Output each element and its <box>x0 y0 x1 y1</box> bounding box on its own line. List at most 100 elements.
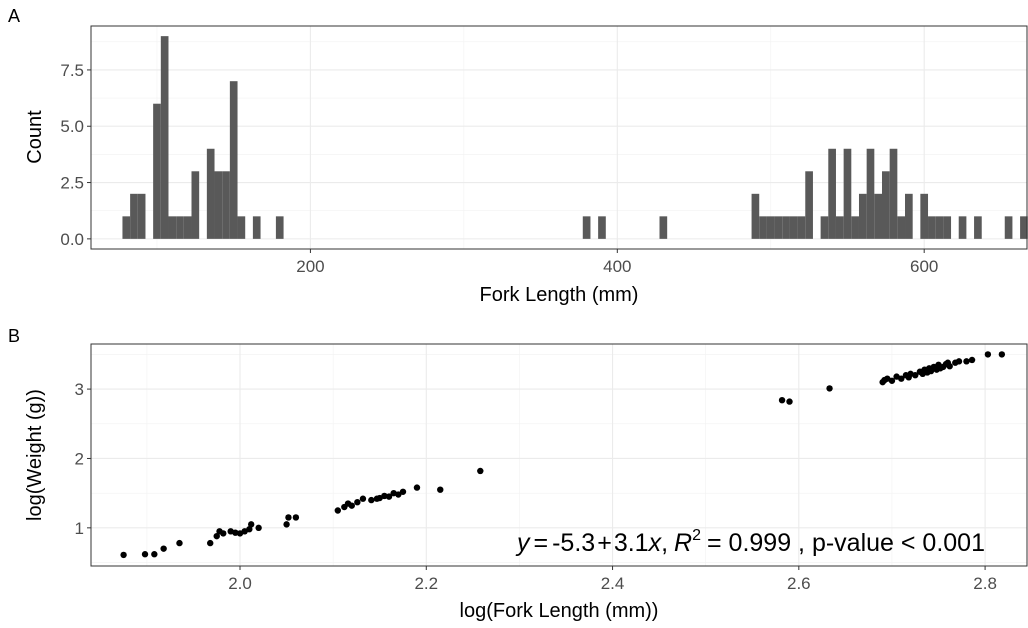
scatter-point <box>477 467 484 475</box>
histogram-bar <box>214 171 223 239</box>
scatter-point <box>413 484 421 491</box>
histogram-bar <box>598 216 606 239</box>
x-tick-label: 2.0 <box>228 574 252 593</box>
histogram-bar <box>889 148 898 239</box>
scatter-points <box>120 351 1006 559</box>
x-tick-label: 2.4 <box>601 574 625 593</box>
scatter-x-axis-title: log(Fork Length (mm)) <box>460 600 659 622</box>
histogram-bar <box>974 216 982 239</box>
histogram-bar <box>851 216 859 239</box>
scatter-point <box>255 524 262 532</box>
annotation-intercept: -5.3 <box>552 529 595 557</box>
y-tick-label: 2 <box>75 449 84 468</box>
histogram-y-axis-title: Count <box>24 110 46 164</box>
scatter-point <box>213 532 220 540</box>
histogram-bar <box>789 216 798 239</box>
histogram-bar <box>582 216 591 239</box>
histogram-bar <box>237 216 246 239</box>
scatter-point <box>437 486 444 493</box>
scatter-point <box>778 396 786 404</box>
scatter-point <box>955 358 963 365</box>
scatter-point <box>399 488 407 495</box>
histogram-bar <box>183 216 192 239</box>
histogram-bar <box>252 216 261 239</box>
scatter-point <box>946 363 953 370</box>
histogram-bar <box>191 171 200 239</box>
scatter-panel-border <box>90 343 1028 567</box>
scatter-point <box>998 351 1006 358</box>
histogram-bar <box>835 216 844 239</box>
scatter-point <box>898 375 905 382</box>
scatter-point <box>354 498 361 506</box>
histogram-bars <box>122 36 1028 239</box>
histogram-ticks: 200 400 600 0.0 2.5 5.0 7.5 <box>60 61 938 276</box>
histogram-bar <box>122 216 131 239</box>
scatter-gridlines <box>91 344 1027 566</box>
histogram-x-axis-title: Fork Length (mm) <box>480 284 639 306</box>
histogram-bar <box>766 216 775 239</box>
histogram-bar <box>797 216 806 239</box>
histogram-bar <box>774 216 783 239</box>
histogram-bar <box>881 171 890 239</box>
scatter-point <box>176 539 183 547</box>
histogram-panel-border <box>90 25 1028 250</box>
histogram-bar <box>843 148 852 239</box>
scatter-y-axis-title: log(Weight (g)) <box>24 389 46 521</box>
annotation-sep: , <box>661 529 668 557</box>
annotation-stats: = 0.999 , p-value < 0.001 <box>707 529 985 557</box>
y-tick-label: 0.0 <box>60 230 84 249</box>
histogram-bar <box>943 216 952 239</box>
scatter-point <box>160 545 167 552</box>
scatter-point <box>220 530 227 537</box>
histogram-bar <box>153 103 161 239</box>
histogram-bar <box>176 216 184 239</box>
histogram-bar <box>920 193 929 239</box>
histogram-bar <box>1004 216 1013 239</box>
histogram-bar <box>928 216 936 239</box>
regression-annotation: y = -5.3+3.1x, R2 = 0.999 , p-value < 0.001 <box>515 527 985 557</box>
scatter-point <box>984 351 992 358</box>
scatter-point <box>283 521 290 528</box>
scatter-point <box>968 356 976 364</box>
annotation-r-symbol: R <box>674 529 692 557</box>
histogram-bar <box>168 216 177 239</box>
histogram-bar <box>866 148 875 239</box>
scatter-point <box>207 539 214 547</box>
histogram-bar <box>659 216 668 239</box>
histogram-bar <box>229 81 238 239</box>
scatter-point <box>786 398 793 405</box>
scatter-point <box>912 372 919 379</box>
histogram-bar <box>1020 216 1028 239</box>
x-tick-label: 2.8 <box>973 574 997 593</box>
y-tick-label: 5.0 <box>60 117 84 136</box>
scatter-point <box>141 551 149 558</box>
histogram-panel: A 200 400 600 0.0 2.5 5.0 7.5 Fork Length (mm)… <box>8 6 1028 306</box>
y-tick-label: 2.5 <box>60 174 84 193</box>
x-tick-label: 600 <box>910 257 938 276</box>
annotation-slope: 3.1 <box>614 529 649 557</box>
histogram-bar <box>820 216 829 239</box>
scatter-point <box>963 358 970 365</box>
scatter-point <box>247 521 255 528</box>
histogram-bar <box>897 216 906 239</box>
panel-tag-b: B <box>8 326 20 346</box>
scatter-point <box>246 526 253 533</box>
panel-tag-a: A <box>8 6 20 26</box>
scatter-point <box>285 514 292 521</box>
scatter-point <box>368 496 375 504</box>
histogram-bar <box>782 216 790 239</box>
scatter-point <box>348 502 355 509</box>
histogram-bar <box>759 216 767 239</box>
y-tick-label: 1 <box>75 519 84 538</box>
histogram-bar <box>828 148 836 239</box>
histogram-bar <box>160 36 169 239</box>
annotation-x-var: x <box>648 529 663 557</box>
histogram-bar <box>805 171 813 239</box>
histogram-bar <box>905 193 913 239</box>
x-tick-label: 2.2 <box>414 574 438 593</box>
y-tick-label: 7.5 <box>60 61 84 80</box>
histogram-bar <box>275 216 284 239</box>
scatter-point <box>359 495 367 502</box>
